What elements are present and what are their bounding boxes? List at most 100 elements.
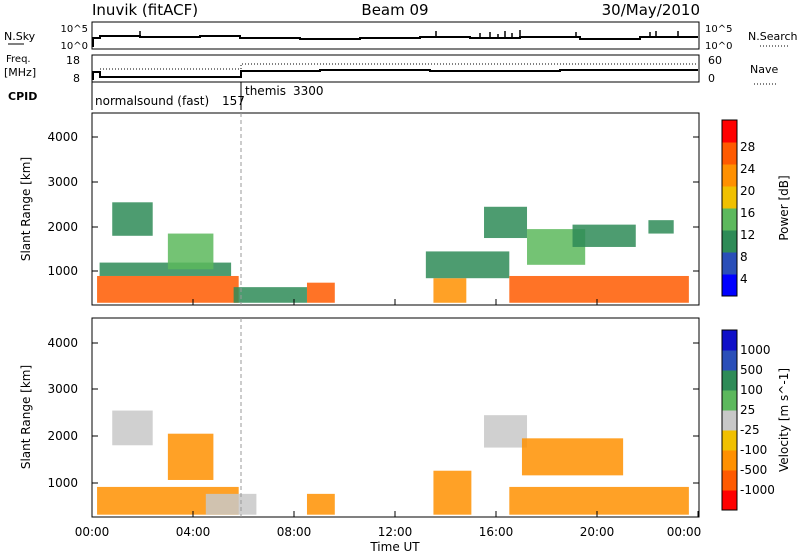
time-tick-marks xyxy=(91,299,699,517)
power-region-12 xyxy=(648,220,674,234)
velocity-region-4 xyxy=(306,493,335,515)
power-region-8 xyxy=(484,206,528,239)
freq-tick-top: 18 xyxy=(66,54,80,67)
velocity-colorbar-segment-6 xyxy=(722,370,737,391)
velocity-region-1 xyxy=(112,410,153,446)
velocity-colorbar-label: Velocity [m s^-1] xyxy=(777,368,791,472)
nsky-panel: N.Sky 10^5 10^0 N.Search 10^5 10^0 xyxy=(4,21,798,52)
velocity-colorbar-segment-8 xyxy=(722,330,737,351)
time-tick-1600: 16:00 xyxy=(479,525,514,539)
time-tick-2400: 00:00 xyxy=(667,525,702,539)
velocity-colorbar-segment-1 xyxy=(722,470,737,491)
velocity-data xyxy=(97,410,689,515)
velocity-region-3 xyxy=(205,493,257,515)
power-colorbar-segment-0 xyxy=(722,274,737,297)
vel-cbar-tick-25: 25 xyxy=(740,403,755,417)
power-region-9 xyxy=(509,275,689,303)
nsky-tick-bottom: 10^0 xyxy=(61,41,88,52)
velocity-region-2 xyxy=(167,433,214,480)
time-tick-2000: 20:00 xyxy=(580,525,615,539)
time-tick-0800: 08:00 xyxy=(277,525,312,539)
power-region-2 xyxy=(112,202,153,236)
nave-tick-top: 60 xyxy=(708,54,722,67)
power-colorbar-segment-6 xyxy=(722,142,737,165)
power-colorbar-segment-3 xyxy=(722,208,737,231)
vel-cbar-tick-m1000: -1000 xyxy=(740,483,775,497)
power-region-0 xyxy=(97,275,239,303)
velocity-ylabel: Slant Range [km] xyxy=(19,365,33,469)
nave-trace xyxy=(100,63,698,70)
power-region-5 xyxy=(306,282,335,303)
power-region-3 xyxy=(167,233,214,270)
velocity-colorbar-segment-2 xyxy=(722,450,737,471)
power-ytick-marks xyxy=(92,136,699,272)
nsky-tick-top: 10^5 xyxy=(61,24,88,35)
velocity-colorbar-segment-4 xyxy=(722,410,737,431)
velocity-region-6 xyxy=(484,415,528,448)
nsky-trace xyxy=(92,35,698,47)
power-data xyxy=(97,202,689,303)
velocity-ytick-3000: 3000 xyxy=(47,382,78,396)
vel-cbar-tick-m500: -500 xyxy=(740,463,767,477)
power-cbar-tick-8: 8 xyxy=(740,250,748,264)
freq-label-line2: [MHz] xyxy=(4,66,36,79)
power-colorbar-segment-1 xyxy=(722,252,737,275)
time-tick-1200: 12:00 xyxy=(378,525,413,539)
velocity-panel: Slant Range [km] 1000 2000 3000 4000 100… xyxy=(19,317,791,518)
velocity-region-8 xyxy=(521,438,624,476)
velocity-colorbar-segment-7 xyxy=(722,350,737,371)
power-cbar-tick-4: 4 xyxy=(740,272,748,286)
power-colorbar-segment-7 xyxy=(722,120,737,143)
nave-tick-bottom: 0 xyxy=(708,72,715,85)
velocity-ytick-4000: 4000 xyxy=(47,336,78,350)
freq-trace xyxy=(92,69,698,80)
power-region-4 xyxy=(233,287,307,303)
nsearch-tick-top: 10^5 xyxy=(705,24,732,35)
station-title: Inuvik (fitACF) xyxy=(92,1,198,19)
power-ytick-3000: 3000 xyxy=(47,175,78,189)
power-cbar-tick-12: 12 xyxy=(740,228,755,242)
power-colorbar-frame xyxy=(721,119,738,297)
power-ylabel: Slant Range [km] xyxy=(19,157,33,261)
power-colorbar xyxy=(722,120,737,297)
power-ytick-4000: 4000 xyxy=(47,130,78,144)
power-panel: Slant Range [km] 1000 2000 3000 4000 28 … xyxy=(19,112,791,306)
vel-cbar-tick-100: 100 xyxy=(740,383,763,397)
cpid-segment-2-id: 3300 xyxy=(293,84,324,98)
freq-label-line1: Freq. xyxy=(6,54,31,65)
velocity-region-7 xyxy=(509,486,689,515)
cpid-segment-2-name: themis xyxy=(245,84,286,98)
power-ytick-1000: 1000 xyxy=(47,264,78,278)
power-colorbar-segment-2 xyxy=(722,230,737,253)
power-colorbar-segment-4 xyxy=(722,186,737,209)
freq-panel: Freq. [MHz] 18 8 Nave 60 0 xyxy=(4,54,778,85)
beam-title: Beam 09 xyxy=(361,1,428,19)
power-cbar-tick-24: 24 xyxy=(740,162,755,176)
vel-cbar-tick-1000: 1000 xyxy=(740,343,771,357)
power-ytick-2000: 2000 xyxy=(47,220,78,234)
cpid-segment-1-id: 157 xyxy=(222,94,245,108)
velocity-region-5 xyxy=(433,470,472,515)
freq-panel-frame xyxy=(91,54,700,83)
cpid-row: CPID normalsound (fast) 157 themis 3300 xyxy=(8,82,324,110)
velocity-ytick-marks xyxy=(92,342,699,484)
velocity-ytick-2000: 2000 xyxy=(47,429,78,443)
time-axis-label: Time UT xyxy=(369,540,420,554)
nave-label: Nave xyxy=(750,63,778,76)
time-tick-0000: 00:00 xyxy=(75,525,110,539)
time-axis: 00:00 04:00 08:00 12:00 16:00 20:00 00:0… xyxy=(75,299,702,554)
velocity-colorbar-segment-0 xyxy=(722,490,737,511)
time-tick-0400: 04:00 xyxy=(176,525,211,539)
velocity-colorbar-segment-3 xyxy=(722,430,737,451)
vel-cbar-tick-m100: -100 xyxy=(740,443,767,457)
nsearch-spikes xyxy=(139,30,679,38)
velocity-ytick-1000: 1000 xyxy=(47,476,78,490)
nsky-label: N.Sky xyxy=(4,30,36,43)
vel-cbar-tick-m25: -25 xyxy=(740,423,760,437)
vel-cbar-tick-500: 500 xyxy=(740,363,763,377)
cpid-segment-1-name: normalsound (fast) xyxy=(95,94,209,108)
velocity-colorbar xyxy=(722,330,737,511)
velocity-colorbar-segment-5 xyxy=(722,390,737,411)
nsearch-tick-bottom: 10^0 xyxy=(705,41,732,52)
